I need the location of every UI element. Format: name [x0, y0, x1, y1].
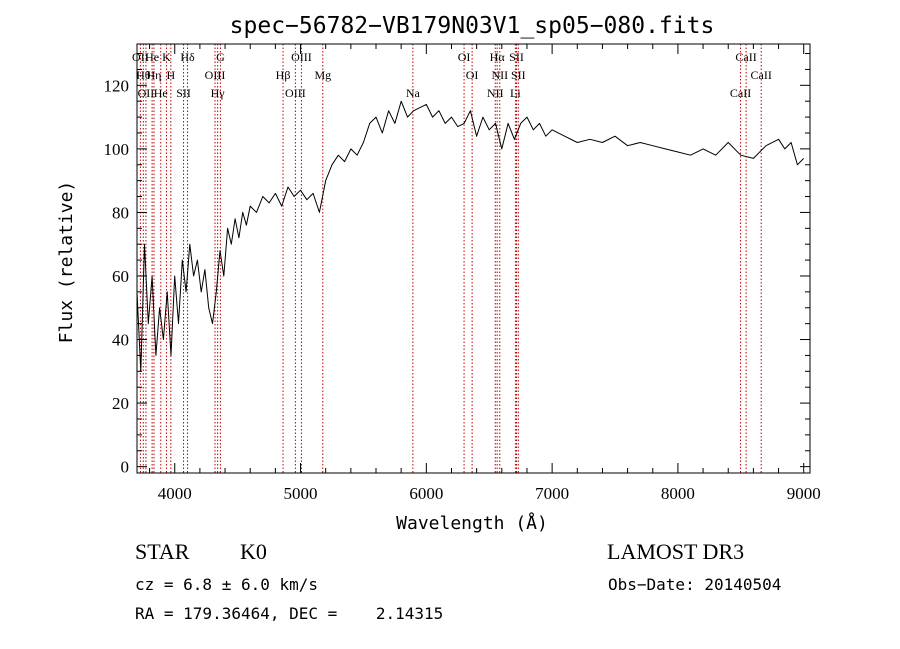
spectral-line-label: SII [511, 68, 526, 82]
survey-name: LAMOST DR3 [607, 539, 745, 564]
spectral-line-label: OII [132, 50, 149, 64]
spectral-line-label: OIII [285, 86, 306, 100]
spectral-line-label: Hγ [211, 86, 226, 100]
spectral-line-label: Li [510, 86, 521, 100]
spectrum-series [136, 100, 805, 372]
spectral-line-label: He [145, 50, 159, 64]
x-tick-label: 7000 [535, 484, 569, 503]
spectral-line-label: OII [138, 86, 155, 100]
spectral-lines [139, 44, 762, 473]
y-tick-label: 80 [112, 203, 129, 222]
spectral-line-label: SII [509, 50, 524, 64]
x-tick-label: 4000 [158, 484, 192, 503]
plot-frame [136, 43, 811, 474]
x-axis: 4000 5000 6000 7000 8000 9000 [149, 44, 821, 503]
spectral-line-label: OI [458, 50, 471, 64]
spectral-line-label: OIII [291, 50, 312, 64]
spectral-line-label: K [162, 50, 171, 64]
coordinates: RA = 179.36464, DEC = 2.14315 [135, 604, 444, 623]
spectral-line-label: He [154, 86, 168, 100]
y-tick-label: 20 [112, 394, 129, 413]
spectral-line-label: NII [491, 68, 508, 82]
spectrum-line [136, 100, 805, 372]
spectral-line-label: OIII [205, 68, 226, 82]
spectral-line-label: CaII [751, 68, 772, 82]
spectral-line-label: Hη [147, 68, 162, 82]
spectral-line-labels: OIIHθOIIHeHηHeKHSIIHδOIIIHγGHβOIIIOIIIMg… [132, 50, 772, 100]
x-tick-label: 9000 [787, 484, 821, 503]
x-axis-label: Wavelength (Å) [396, 512, 548, 534]
spectral-line-label: CaII [730, 86, 751, 100]
spectral-line-label: Na [406, 86, 421, 100]
y-tick-label: 120 [104, 76, 130, 95]
y-tick-label: 100 [104, 140, 130, 159]
spectral-line-label: CaII [735, 50, 756, 64]
object-subclass: K0 [240, 539, 267, 564]
y-tick-label: 60 [112, 267, 129, 286]
spectral-line-label: OI [466, 68, 479, 82]
x-tick-label: 8000 [661, 484, 695, 503]
y-tick-label: 0 [121, 458, 130, 477]
chart-title: spec−56782−VB179N03V1_sp05−080.fits [230, 13, 715, 39]
spectral-line-label: Hδ [180, 50, 195, 64]
x-tick-label: 6000 [409, 484, 443, 503]
velocity-readout: cz = 6.8 ± 6.0 km/s [135, 575, 319, 594]
spectral-line-label: NII [487, 86, 504, 100]
object-class: STAR [135, 539, 190, 564]
spectral-line-label: SII [176, 86, 191, 100]
y-tick-label: 40 [112, 331, 129, 350]
x-tick-label: 5000 [284, 484, 318, 503]
y-axis: 0 20 40 60 80 100 120 [104, 53, 810, 477]
spectral-line-label: Mg [314, 68, 331, 82]
spectral-line-label: Hβ [276, 68, 291, 82]
spectral-line-label: Hθ [136, 68, 151, 82]
spectral-line-label: Hα [490, 50, 506, 64]
spectral-line-label: G [216, 50, 225, 64]
obs-date: Obs−Date: 20140504 [608, 575, 782, 594]
spectral-line-label: H [167, 68, 176, 82]
y-axis-label: Flux (relative) [56, 181, 77, 344]
